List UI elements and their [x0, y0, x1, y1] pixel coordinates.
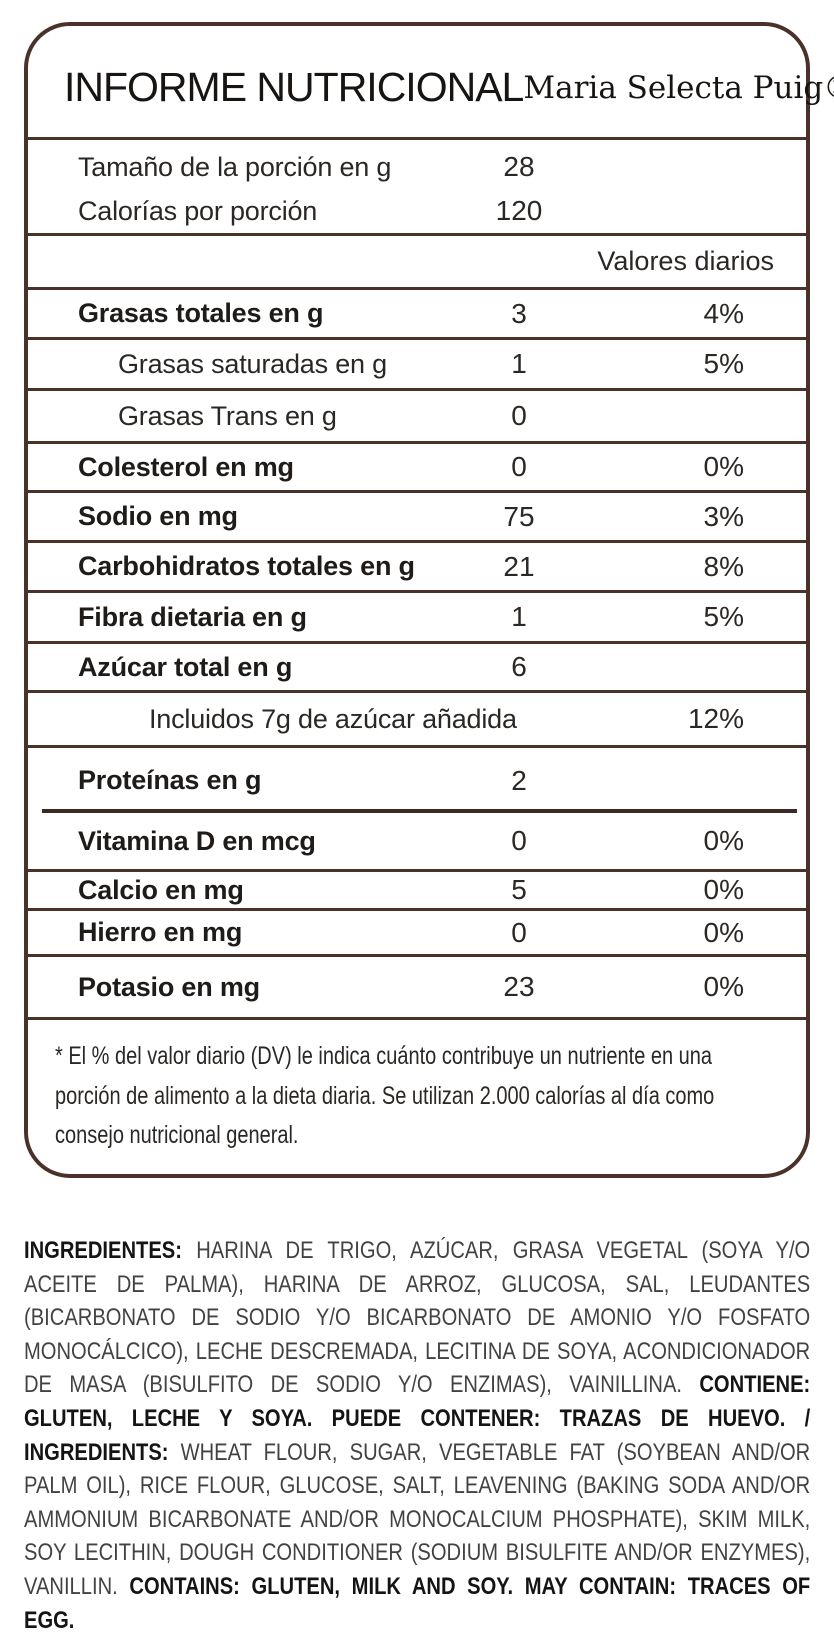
nutrient-dv: 12% [687, 703, 744, 734]
allergen-statement-en: CONTAINS: GLUTEN, MILK AND SOY. MAY CONT… [24, 1572, 811, 1634]
nutrient-name: Hierro en mg [78, 917, 243, 947]
nutrient-value: 21 [503, 550, 535, 582]
nutrient-name: Fibra dietaria en g [78, 601, 307, 632]
row-cholesterol: Colesterol en mg 0 0% [28, 441, 806, 490]
nutrient-name: Proteínas en g [78, 765, 262, 795]
nutrient-dv: 0% [703, 874, 744, 905]
row-saturated-fat: Grasas saturadas en g 1 5% [28, 337, 806, 388]
row-added-sugar: Incluidos 7g de azúcar añadida 12% [28, 690, 806, 745]
row-sodium: Sodio en mg 75 3% [28, 490, 806, 540]
row-total-sugar: Azúcar total en g 6 [28, 641, 806, 690]
row-potassium: Potasio en mg 23 0% [28, 954, 806, 1017]
nutrient-value: 0 [511, 916, 527, 948]
nutrient-dv: 5% [703, 348, 744, 379]
calories-label: Calorías por porción [78, 195, 318, 226]
nutrient-name: Grasas saturadas en g [118, 348, 387, 379]
nutrient-dv: 3% [703, 500, 744, 532]
daily-value-footnote: * El % del valor diario (DV) le indica c… [55, 1042, 715, 1149]
calories-row: Calorías por porción 120 [28, 189, 806, 233]
nutrient-value: 5 [511, 874, 527, 905]
row-calcium: Calcio en mg 5 0% [28, 869, 806, 908]
nutrient-name: Colesterol en mg [78, 451, 294, 482]
serving-size-label: Tamaño de la porción en g [78, 151, 392, 182]
row-dietary-fiber: Fibra dietaria en g 1 5% [28, 590, 806, 641]
nutrient-name: Grasas Trans en g [118, 400, 337, 431]
allergen-statement-es: CONTIENE: GLUTEN, LECHE Y SOYA. PUEDE CO… [24, 1371, 811, 1466]
calories-value: 120 [495, 195, 543, 226]
row-protein: Proteínas en g 2 [28, 745, 806, 813]
nutrient-name: Potasio en mg [78, 971, 260, 1002]
panel-header: INFORME NUTRICIONAL Maria Selecta Puig® [28, 26, 834, 137]
daily-values-header: Valores diarios [597, 246, 774, 276]
ingredients-list-es: HARINA DE TRIGO, AZÚCAR, GRASA VEGETAL (… [24, 1237, 811, 1399]
row-iron: Hierro en mg 0 0% [28, 908, 806, 954]
serving-section: Tamaño de la porción en g 28 Calorías po… [28, 137, 806, 233]
nutrient-dv: 5% [703, 601, 744, 632]
nutrient-dv: 0% [703, 971, 744, 1002]
nutrient-name: Grasas totales en g [78, 298, 324, 328]
nutrient-value: 6 [511, 651, 527, 682]
serving-size-row: Tamaño de la porción en g 28 [28, 145, 806, 189]
nutrient-dv: 8% [703, 550, 744, 582]
row-trans-fat: Grasas Trans en g 0 [28, 388, 806, 441]
nutrient-value: 0 [511, 451, 527, 482]
nutrient-name: Incluidos 7g de azúcar añadida [149, 703, 517, 734]
row-vitamin-d: Vitamina D en mcg 0 0% [28, 813, 806, 869]
ingredients-paragraph: INGREDIENTES: HARINA DE TRIGO, AZÚCAR, G… [24, 1234, 810, 1637]
panel-title: INFORME NUTRICIONAL [64, 64, 524, 110]
nutrient-value: 75 [503, 500, 535, 532]
ingredients-heading-es: INGREDIENTES: [24, 1237, 182, 1264]
nutrition-facts-panel: INFORME NUTRICIONAL Maria Selecta Puig® … [24, 22, 834, 1178]
nutrient-name: Calcio en mg [78, 874, 244, 905]
nutrient-name: Carbohidratos totales en g [78, 551, 415, 581]
nutrient-dv: 0% [703, 825, 744, 856]
nutrient-name: Vitamina D en mcg [78, 825, 316, 856]
brand-name: Maria Selecta Puig® [523, 69, 834, 106]
nutrient-name: Azúcar total en g [78, 651, 293, 682]
nutrient-value: 23 [503, 971, 535, 1002]
nutrient-value: 0 [511, 825, 527, 856]
nutrient-name: Sodio en mg [78, 501, 238, 531]
row-total-carbs: Carbohidratos totales en g 21 8% [28, 540, 806, 590]
row-total-fat: Grasas totales en g 3 4% [28, 287, 806, 337]
nutrient-dv: 4% [703, 297, 744, 329]
nutrient-value: 1 [511, 601, 527, 632]
nutrient-value: 3 [511, 297, 527, 329]
daily-value-footnote-section: * El % del valor diario (DV) le indica c… [28, 1017, 806, 1174]
nutrient-value: 2 [511, 764, 527, 796]
nutrient-value: 0 [511, 400, 527, 431]
nutrient-dv: 0% [703, 451, 744, 482]
serving-size-value: 28 [503, 151, 535, 182]
daily-values-header-row: Valores diarios [28, 233, 806, 287]
nutrient-value: 1 [511, 348, 527, 379]
nutrient-dv: 0% [703, 916, 744, 948]
